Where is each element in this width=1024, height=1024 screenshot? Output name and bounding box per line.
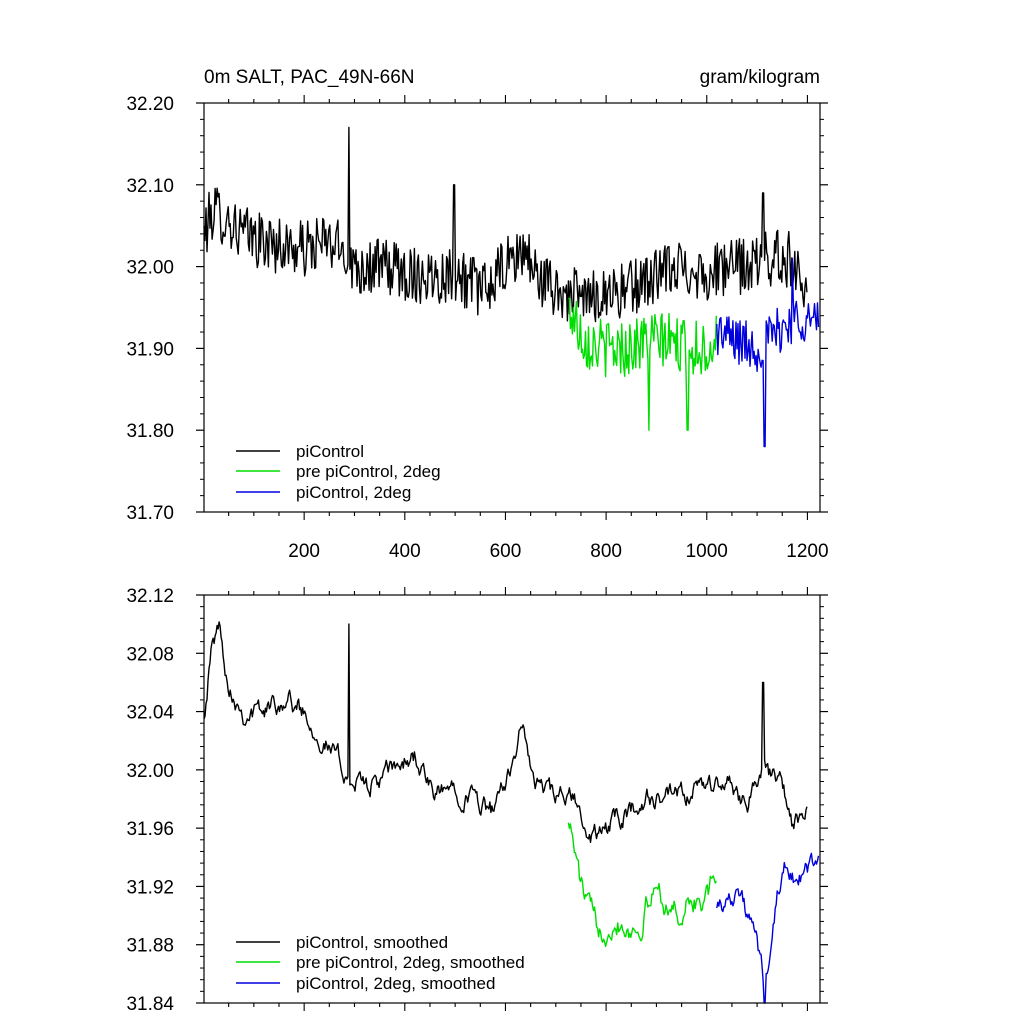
series-line-pre-picontrol-2deg	[568, 297, 717, 431]
top-axis-layer: 31.70 31.80 31.90 32.00 32.10 32.20 200 400 600 8…	[126, 94, 828, 562]
top-series-layer	[203, 126, 820, 448]
y-tick-label: 31.70	[126, 503, 174, 524]
legend-label-picontrol-smoothed: piControl, smoothed	[296, 933, 448, 952]
bottom-series-layer	[203, 621, 820, 1004]
y-tick-label: 31.90	[126, 339, 174, 360]
plot-frame	[203, 594, 821, 1004]
y-tick-label: 32.12	[126, 586, 174, 607]
legend-label-picontrol-2deg: piControl, 2deg	[296, 483, 411, 502]
y-tick-label: 32.00	[126, 258, 174, 279]
plot-frame	[203, 102, 821, 513]
legend-label-picontrol-2deg-smoothed: piControl, 2deg, smoothed	[296, 974, 495, 993]
bottom-panel: 31.84 31.88 31.92 31.96 32.00 32.04 32.08 32.12…	[126, 586, 828, 1015]
y-tick-label: 32.20	[126, 94, 174, 115]
legend-label-picontrol: piControl	[296, 442, 364, 461]
bottom-axis-layer: 31.84 31.88 31.92 31.96 32.00 32.04 32.08 32.12	[126, 586, 828, 1015]
x-tick-label: 400	[389, 541, 421, 562]
y-tick-label: 32.00	[126, 761, 174, 782]
y-tick-label: 31.96	[126, 819, 174, 840]
y-tick-label: 32.04	[126, 703, 174, 724]
y-tick-label: 31.80	[126, 421, 174, 442]
series-line-pre-picontrol-2deg-smoothed	[567, 822, 717, 948]
x-tick-label: 600	[490, 541, 522, 562]
x-tick-label: 800	[590, 541, 622, 562]
y-tick-label: 31.92	[126, 877, 174, 898]
legend-label-pre-picontrol-2deg: pre piControl, 2deg	[296, 462, 441, 481]
x-tick-label: 200	[288, 541, 320, 562]
top-panel: 0m SALT, PAC_49N-66N gram/kilogram 31.70…	[126, 67, 828, 562]
y-tick-label: 32.10	[126, 176, 174, 197]
series-line-picontrol-smoothed	[203, 621, 808, 843]
y-tick-label: 31.88	[126, 936, 174, 957]
top-legend: piControl pre piControl, 2deg piControl,…	[236, 442, 441, 502]
x-tick-label: 1200	[786, 541, 828, 562]
series-line-picontrol-2deg	[716, 257, 820, 448]
y-tick-label: 32.08	[126, 644, 174, 665]
top-chart-units: gram/kilogram	[700, 67, 820, 88]
bottom-legend: piControl, smoothed pre piControl, 2deg,…	[236, 933, 525, 993]
x-tick-label: 1000	[686, 541, 728, 562]
top-chart-title: 0m SALT, PAC_49N-66N	[204, 67, 415, 88]
series-line-picontrol	[203, 126, 808, 323]
series-line-picontrol-2deg-smoothed	[716, 852, 820, 1004]
legend-label-pre-picontrol-2deg-smoothed: pre piControl, 2deg, smoothed	[296, 953, 525, 972]
y-tick-label: 31.84	[126, 994, 174, 1015]
